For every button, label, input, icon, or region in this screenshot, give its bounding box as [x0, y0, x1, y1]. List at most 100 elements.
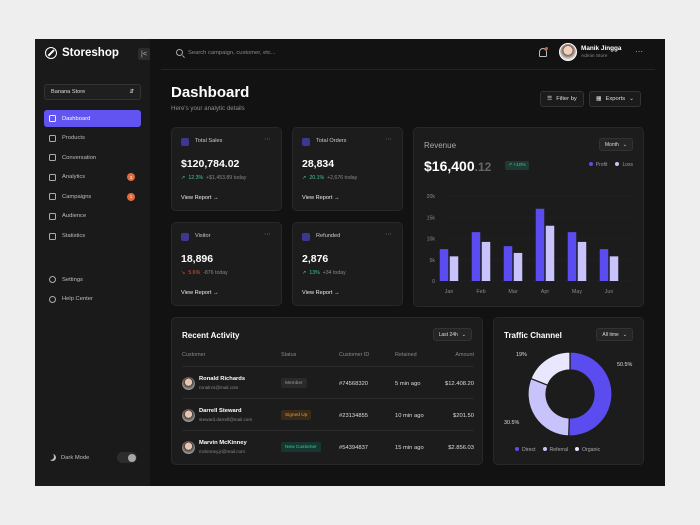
amount: $2.856.03 — [448, 445, 474, 451]
arrow-right-icon: → — [333, 290, 340, 296]
analytics-icon — [49, 173, 56, 181]
legend-label: Direct — [522, 447, 536, 453]
more-options-icon[interactable]: ⋯ — [264, 136, 272, 143]
sidebar-item-audience[interactable]: Audience — [44, 208, 141, 225]
y-tick-label: 0 — [432, 279, 435, 285]
chevron-updown-icon: ⇵ — [129, 89, 134, 95]
column-header: Customer ID — [339, 352, 370, 358]
trend-up-icon: ↗ — [181, 175, 186, 181]
revenue-period-dropdown[interactable]: Month ⌄ — [598, 138, 633, 151]
customer-name: Marvin McKinney — [199, 440, 247, 446]
notification-bell-icon[interactable] — [539, 47, 548, 57]
more-options-icon[interactable]: ⋯ — [385, 136, 393, 143]
avatar[interactable] — [559, 43, 577, 61]
user-profile[interactable]: Manik Jingga Admin Store — [581, 45, 621, 59]
slice-label-direct: 50.5% — [617, 362, 633, 368]
dark-mode-toggle[interactable] — [117, 452, 137, 463]
sidebar-item-settings[interactable]: Settings — [44, 271, 141, 288]
store-selector[interactable]: Banana Store ⇵ — [44, 84, 141, 100]
bar-profit-feb[interactable] — [471, 232, 481, 281]
traffic-period-dropdown[interactable]: All time ⌄ — [596, 328, 633, 341]
bar-profit-mar[interactable] — [503, 246, 513, 281]
arrow-right-icon: → — [333, 195, 340, 201]
logo[interactable]: Storeshop — [45, 47, 119, 59]
sidebar-item-label: Statistics — [62, 233, 86, 240]
badge: 3 — [127, 173, 135, 182]
status-badge: Member — [281, 378, 307, 388]
avatar — [182, 409, 195, 422]
status-badge: Signed Up — [281, 410, 312, 420]
view-report-link[interactable]: View Report → — [181, 290, 219, 296]
bar-profit-jan[interactable] — [439, 249, 449, 281]
legend-item-referral: Referral — [542, 447, 568, 453]
table-row[interactable]: Darrell Steward steward.darrell@mail.com… — [182, 398, 474, 430]
arrow-right-icon: → — [212, 195, 219, 201]
link-label: View Report — [181, 290, 212, 296]
dark-mode-row: Dark Mode — [49, 452, 137, 463]
sidebar-bottom-nav: Settings Help Center — [44, 271, 141, 310]
export-button[interactable]: ▦ Exports ⌄ — [589, 91, 641, 107]
badge: 1 — [127, 192, 135, 201]
legend-item-direct: Direct — [515, 447, 536, 453]
table-header: Customer Status Customer ID Retained Amo… — [182, 352, 474, 361]
sidebar-item-conversation[interactable]: Conversation — [44, 149, 141, 166]
bag-icon — [302, 138, 310, 146]
box-icon — [49, 134, 56, 142]
chevron-down-icon: ⌄ — [622, 141, 627, 148]
users-icon — [49, 212, 56, 220]
search-input[interactable]: Search campaign, customer, etc... — [176, 49, 276, 56]
bar-profit-may[interactable] — [567, 232, 577, 281]
column-header: Status — [281, 352, 297, 358]
more-options-icon[interactable]: ⋯ — [385, 231, 393, 238]
customer-name: Ronald Richards — [199, 376, 246, 382]
x-tick-label: Mar — [508, 289, 517, 295]
customer-id: #23134855 — [339, 413, 369, 419]
legend-label: Organic — [582, 447, 601, 453]
chevron-down-icon: ⌄ — [622, 331, 627, 338]
more-options-icon[interactable]: ⋯ — [264, 231, 272, 238]
customer-id: #74568320 — [339, 381, 369, 387]
more-options-icon[interactable]: ⋯ — [635, 47, 644, 56]
slice-organic[interactable] — [530, 351, 571, 386]
sidebar-nav: Dashboard Products Conversation Analytic… — [44, 110, 141, 247]
slice-direct[interactable] — [568, 351, 613, 437]
sidebar-item-campaigns[interactable]: Campaigns 1 — [44, 188, 141, 205]
amount: $201.50 — [453, 413, 474, 419]
slice-referral[interactable] — [527, 377, 570, 437]
bar-loss-feb[interactable] — [481, 241, 491, 281]
bar-loss-jun[interactable] — [609, 256, 619, 281]
sidebar-item-products[interactable]: Products — [44, 130, 141, 147]
sidebar-item-help-center[interactable]: Help Center — [44, 291, 141, 308]
filter-button[interactable]: ☰ Filter by — [540, 91, 584, 107]
logo-icon — [45, 47, 57, 59]
view-report-link[interactable]: View Report → — [181, 195, 219, 201]
avatar — [182, 377, 195, 390]
amount: $12.408.20 — [444, 381, 474, 387]
collapse-sidebar-button[interactable]: |< — [138, 48, 150, 60]
gear-icon — [49, 276, 56, 283]
activity-period-dropdown[interactable]: Last 24h ⌄ — [432, 328, 472, 341]
page-title: Dashboard — [171, 84, 250, 101]
search-placeholder: Search campaign, customer, etc... — [188, 49, 276, 56]
view-report-link[interactable]: View Report → — [302, 195, 340, 201]
help-icon — [49, 295, 56, 303]
retained-time: 10 min ago — [395, 413, 424, 419]
bar-loss-jan[interactable] — [449, 256, 459, 281]
sidebar-item-dashboard[interactable]: Dashboard — [44, 110, 141, 127]
customer-email: mckinney.jr@mail.com — [199, 449, 245, 454]
bar-profit-apr[interactable] — [535, 208, 545, 281]
customer-id: #54394837 — [339, 445, 369, 451]
dropdown-value: Last 24h — [438, 331, 458, 338]
bar-loss-apr[interactable] — [545, 225, 555, 281]
bar-loss-may[interactable] — [577, 241, 587, 281]
traffic-channel-card: Traffic Channel All time ⌄ 50.5% 30.5% 19… — [493, 317, 644, 465]
bar-loss-mar[interactable] — [513, 252, 523, 281]
stat-change-pct: 20.1% — [309, 175, 325, 181]
table-row[interactable]: Ronald Richards ronalrcs@mail.com Member… — [182, 366, 474, 398]
sidebar-item-analytics[interactable]: Analytics 3 — [44, 169, 141, 186]
bar-profit-jun[interactable] — [599, 249, 609, 281]
view-report-link[interactable]: View Report → — [302, 290, 340, 296]
table-row[interactable]: Marvin McKinney mckinney.jr@mail.com New… — [182, 430, 474, 462]
sidebar-item-statistics[interactable]: Statistics — [44, 228, 141, 245]
filter-icon: ☰ — [547, 96, 553, 102]
